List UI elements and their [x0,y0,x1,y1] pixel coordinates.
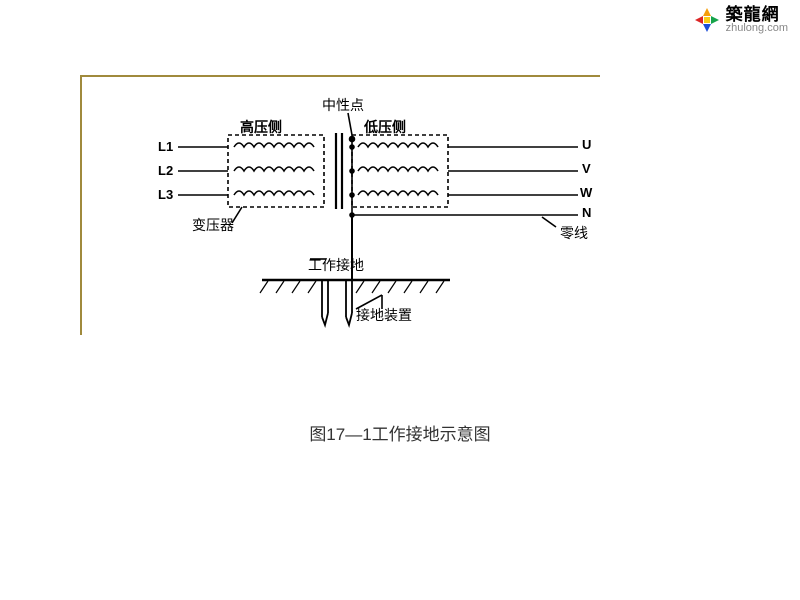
logo-en: zhulong.com [726,23,788,34]
logo-text: 築龍網 zhulong.com [726,6,788,34]
frame-top [80,75,600,77]
transformer-grounding-diagram: 中性点 高压侧 低压侧 L1 L2 L3 U V W N 变压器 零线 工作接地… [150,95,610,355]
diagram-svg [150,95,610,355]
site-logo: 築龍網 zhulong.com [694,6,788,34]
logo-cn: 築龍網 [726,6,788,23]
frame-left [80,75,82,335]
logo-icon [694,7,720,33]
figure-caption: 图17—1工作接地示意图 [0,420,800,445]
